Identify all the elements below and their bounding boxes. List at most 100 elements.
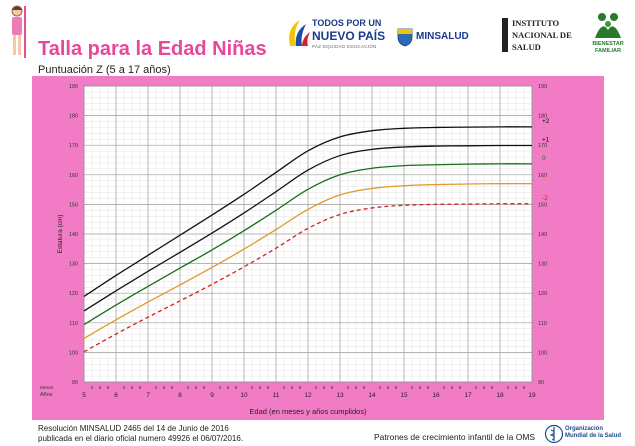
series-label: +2 (542, 118, 550, 125)
series-label: 0 (542, 155, 546, 162)
y-tick-label-left: 180 (69, 114, 78, 120)
bienestar-familiar-logo: BIENESTAR FAMILIAR (584, 10, 632, 60)
y-tick-label-right: 90 (538, 380, 544, 386)
series-line-plus1 (83, 144, 533, 312)
footer-resolution-line2: publicada en el diario oficial numero 49… (38, 434, 244, 443)
x-month-label: 9 (203, 385, 206, 390)
x-month-label: 3 (283, 385, 286, 390)
x-year-label: 8 (178, 392, 182, 399)
x-year-label: 14 (368, 392, 376, 399)
oms-logo-line1: Organización (565, 426, 604, 432)
x-month-label: 9 (299, 385, 302, 390)
y-tick-label-left: 130 (69, 262, 78, 268)
oms-logo-text: Organización Mundial de la Salud (565, 426, 621, 440)
x-month-label: 9 (491, 385, 494, 390)
y-axis-title: Estatura (cm) (57, 214, 64, 253)
x-month-label: 9 (523, 385, 526, 390)
y-tick-label-left: 160 (69, 173, 78, 179)
y-tick-label-right: 110 (538, 321, 547, 327)
ins-logo-line2: NACIONAL DE (512, 30, 572, 40)
x-month-label: 6 (515, 385, 518, 390)
x-month-label: 3 (443, 385, 446, 390)
x-year-label: 11 (273, 392, 280, 399)
x-month-label: 6 (483, 385, 486, 390)
todos-logo-line2: NUEVO PAÍS (312, 29, 386, 43)
y-tick-label-left: 150 (69, 202, 78, 208)
oms-logo-line2: Mundial de la Salud (565, 433, 622, 439)
series-line-0 (83, 163, 533, 326)
y-tick-label-right: 160 (538, 173, 547, 179)
y-tick-label-right: 120 (538, 291, 547, 297)
series-label: -2 (542, 195, 548, 202)
footer-source: Patrones de crecimiento infantil de la O… (374, 432, 536, 442)
ins-bar-icon (502, 18, 508, 52)
x-month-label: 6 (131, 385, 134, 390)
y-tick-label-right: 150 (538, 202, 547, 208)
x-month-label: 6 (195, 385, 198, 390)
series-label: +1 (542, 136, 550, 143)
x-year-label: 12 (304, 392, 312, 399)
x-month-label: 6 (99, 385, 102, 390)
who-emblem-icon (544, 424, 564, 444)
y-tick-label-right: 170 (538, 143, 547, 149)
y-tick-label-right: 100 (538, 350, 547, 356)
page-subtitle: Puntuación Z (5 a 17 años) (38, 64, 171, 76)
footer-resolution: Resolución MINSALUD 2465 del 14 de Junio… (38, 424, 243, 444)
minsalud-logo-text: MINSALUD (416, 31, 469, 42)
x-month-label: 3 (379, 385, 382, 390)
bienestar-logo-line2: FAMILIAR (595, 48, 621, 54)
y-tick-label-left: 170 (69, 143, 78, 149)
bienestar-logo-line1: BIENESTAR (592, 41, 624, 47)
x-month-label: 3 (91, 385, 94, 390)
todos-por-un-nuevo-pais-logo: TODOS POR UN NUEVO PAÍS PAZ EQUIDAD EDUC… (286, 12, 386, 56)
x-month-label: 9 (459, 385, 462, 390)
x-month-label: 9 (107, 385, 110, 390)
x-month-label: 9 (427, 385, 430, 390)
x-month-label: 9 (395, 385, 398, 390)
coat-of-arms-icon (397, 28, 413, 47)
todos-logo-line3: PAZ EQUIDAD EDUCACIÓN (312, 44, 377, 49)
x-month-label: 6 (227, 385, 230, 390)
x-axis-title: Edad (en meses y años cumplidos) (249, 407, 367, 416)
x-month-label: 3 (123, 385, 126, 390)
series-line-minus2 (83, 203, 533, 353)
y-tick-label-right: 140 (538, 232, 547, 238)
x-year-label: 17 (464, 392, 472, 399)
x-month-label: 3 (507, 385, 510, 390)
footer-resolution-line1: Resolución MINSALUD 2465 del 14 de Junio… (38, 424, 229, 433)
x-year-label: 9 (210, 392, 214, 399)
oms-logo: Organización Mundial de la Salud (540, 424, 634, 444)
ins-logo-line3: SALUD (512, 42, 541, 52)
colombia-swirl-icon (289, 20, 310, 46)
y-tick-label-left: 120 (69, 291, 78, 297)
x-year-label: 19 (528, 392, 536, 399)
x-month-label: 9 (331, 385, 334, 390)
y-tick-label-left: 190 (69, 84, 78, 90)
series-line-minus1 (83, 183, 533, 340)
family-icon (595, 13, 621, 38)
x-year-label: 10 (240, 392, 248, 399)
anos-label: Años (40, 392, 53, 398)
x-month-label: 9 (235, 385, 238, 390)
x-month-label: 6 (163, 385, 166, 390)
x-year-label: 13 (336, 392, 344, 399)
girl-figure-icon (11, 5, 26, 58)
x-month-label: 3 (475, 385, 478, 390)
ins-logo-line1: INSTITUTO (512, 18, 560, 28)
x-month-label: 6 (291, 385, 294, 390)
x-month-label: 3 (219, 385, 222, 390)
x-month-label: 9 (171, 385, 174, 390)
y-tick-label-left: 100 (69, 350, 78, 356)
y-tick-label-right: 130 (538, 262, 547, 268)
series-line-plus2 (83, 126, 533, 298)
x-month-label: 6 (419, 385, 422, 390)
x-month-label: 3 (411, 385, 414, 390)
x-month-label: 6 (323, 385, 326, 390)
y-tick-label-left: 140 (69, 232, 78, 238)
x-month-label: 6 (451, 385, 454, 390)
y-tick-label-right: 190 (538, 84, 547, 90)
x-month-label: 3 (251, 385, 254, 390)
x-month-label: 9 (363, 385, 366, 390)
x-year-label: 6 (114, 392, 118, 399)
